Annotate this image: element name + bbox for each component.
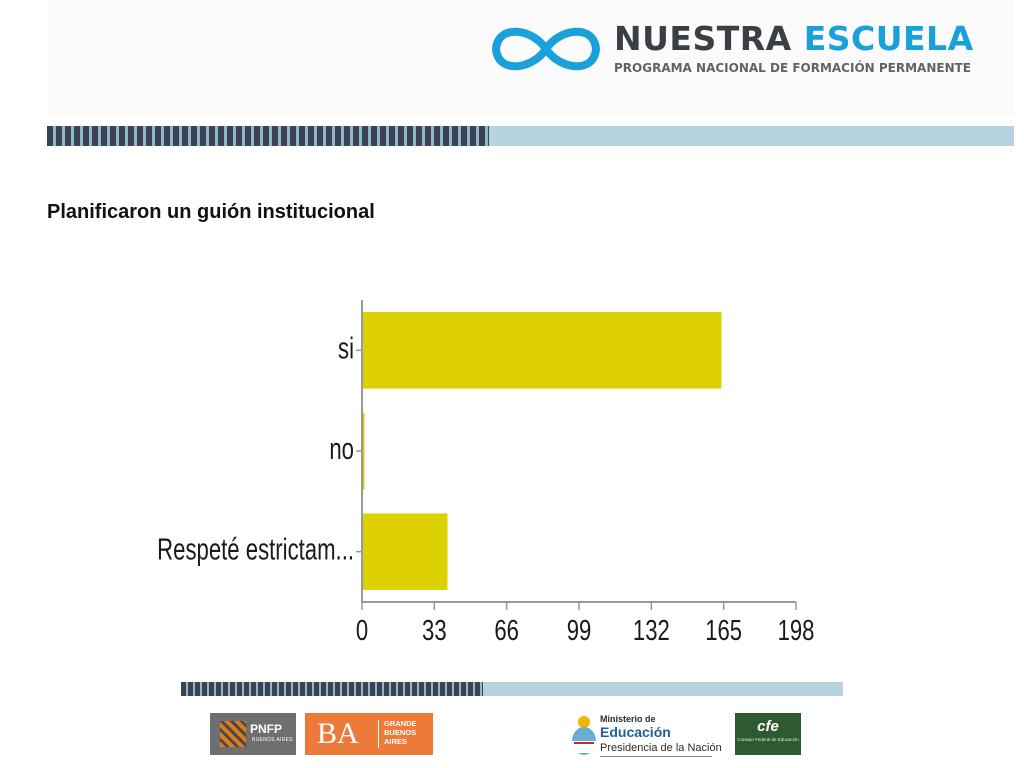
chart-bar: [362, 312, 722, 389]
chart-x-ticks: 0 33 66 99 132 165 198: [356, 602, 815, 647]
chart-category-label: no: [329, 432, 354, 466]
chart-category-label: si: [338, 331, 354, 365]
chart-category-label: Respeté estrictam...: [157, 532, 354, 566]
ministerio-line1: Ministerio de: [600, 714, 656, 724]
brand-name-part2: ESCUELA: [803, 19, 974, 58]
cfe-sublabel: Consejo Federal de Educación: [737, 737, 799, 742]
slide-title: Planificaron un guión institucional: [47, 201, 375, 223]
chart-x-tick-label: 33: [422, 615, 447, 647]
ministerio-underline: [600, 756, 712, 757]
footer-logos: PNFP BUENOS AIRES BA GRANDE BUENOS AIRES…: [210, 713, 810, 759]
chart-x-tick-label: 66: [494, 615, 519, 647]
chart-category-labels: si no Respeté estrictam...: [157, 331, 362, 567]
pnfp-sublabel: BUENOS AIRES: [252, 737, 293, 743]
ba-divider: [378, 720, 379, 748]
chart-bars: [362, 312, 722, 590]
pnfp-label: PNFP: [250, 722, 283, 736]
chart-x-tick-label: 0: [356, 615, 368, 647]
national-shield-icon: [572, 716, 596, 755]
pnfp-mark-icon: [220, 721, 246, 747]
brand-tagline: PROGRAMA NACIONAL DE FORMACIÓN PERMANENT…: [614, 61, 971, 75]
cfe-label: cfe: [757, 718, 779, 735]
ba-logo: BA GRANDE BUENOS AIRES: [305, 713, 433, 755]
chart-x-tick-label: 198: [778, 615, 815, 647]
bar-chart: si no Respeté estrictam... 0 33 66 99 132 165 19…: [157, 300, 815, 647]
ministerio-line3: Presidencia de la Nación: [600, 742, 722, 754]
nuestra-escuela-logo: NUESTRA ESCUELA PROGRAMA NACIONAL DE FOR…: [488, 18, 973, 80]
header-striped-rule: [47, 126, 1014, 146]
ministerio-logo: Ministerio de Educación Presidencia de l…: [570, 713, 722, 759]
chart-bar: [362, 513, 448, 590]
cfe-logo: cfe Consejo Federal de Educación: [735, 713, 801, 755]
ministerio-line2: Educación: [600, 724, 671, 740]
chart-x-tick-label: 165: [705, 615, 742, 647]
ba-text: GRANDE BUENOS AIRES: [384, 719, 417, 746]
brand-name-part1: NUESTRA: [614, 19, 792, 58]
chart-x-tick-label: 132: [633, 615, 670, 647]
ba-letters: BA: [317, 717, 359, 750]
brand-name: NUESTRA ESCUELA: [614, 20, 974, 58]
chart-bar: [362, 412, 365, 490]
footer-striped-rule: [181, 682, 843, 696]
pnfp-logo: PNFP BUENOS AIRES: [210, 713, 296, 755]
chart-x-tick-label: 99: [567, 615, 592, 647]
infinity-logo-icon: [492, 27, 600, 71]
